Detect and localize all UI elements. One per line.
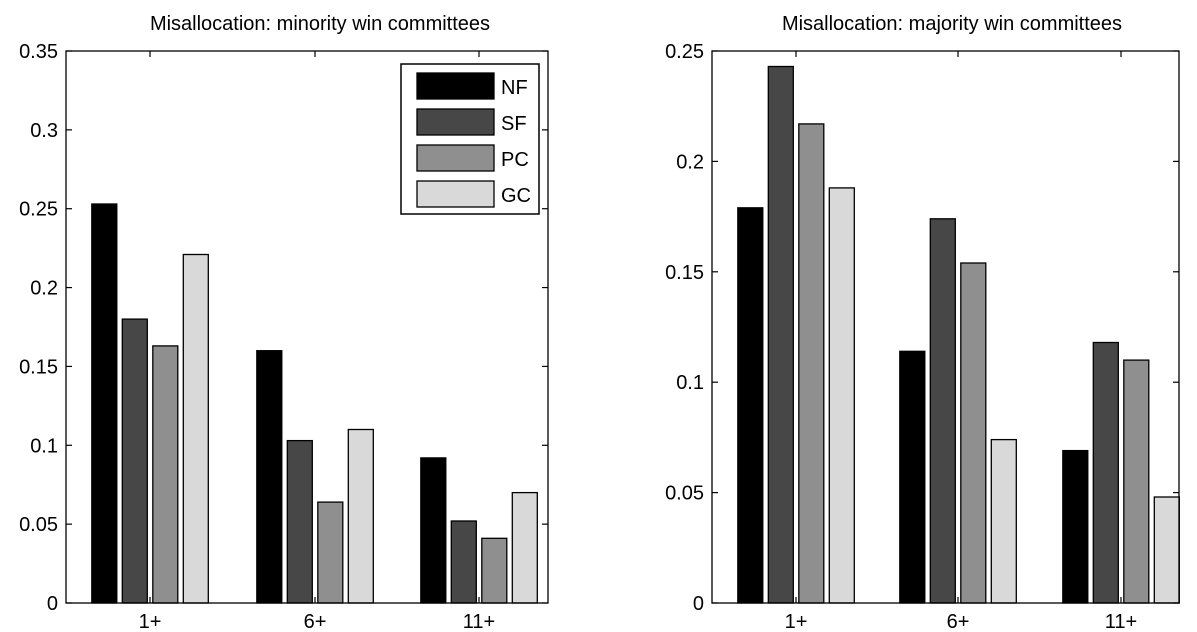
bar-nf-6plus (256, 350, 283, 604)
legend-swatch-gc (416, 180, 495, 208)
y-tick-label: 0.15 (665, 262, 704, 284)
y-tick-label: 0 (693, 593, 704, 615)
bar-gc-1plus (182, 253, 209, 604)
bar-sf-11plus (450, 520, 477, 604)
bar-nf-6plus (899, 350, 926, 604)
bar-pc-1plus (798, 123, 825, 604)
y-tick-label: 0.35 (19, 41, 58, 63)
chart-panel-2: Misallocation: majority win committees 0 0… (665, 13, 1180, 632)
legend-label-sf: SF (501, 113, 527, 135)
bar-pc-1plus (152, 345, 179, 604)
y-tick-label: 0.2 (676, 151, 704, 173)
bar-nf-1plus (91, 203, 118, 604)
y-tick-label: 0.2 (30, 278, 58, 300)
bar-gc-6plus (347, 428, 374, 604)
y-tick-label: 0.25 (19, 199, 58, 221)
y-tick-label: 0.25 (665, 41, 704, 63)
x-tick-label: 1+ (785, 611, 808, 632)
y-tick-label: 0.15 (19, 356, 58, 378)
axes-frame (711, 50, 1180, 604)
y-tick-label: 0.05 (665, 483, 704, 505)
legend-swatch-pc (416, 144, 495, 172)
bar-gc-6plus (990, 438, 1017, 604)
y-tick-label: 0.1 (30, 435, 58, 457)
bar-pc-6plus (317, 501, 344, 604)
bar-pc-11plus (481, 537, 508, 604)
bar-pc-11plus (1123, 359, 1150, 604)
bar-pc-6plus (960, 262, 987, 604)
bar-nf-11plus (1062, 449, 1089, 604)
x-tick-label: 11+ (463, 611, 495, 632)
x-tick-label: 11+ (1105, 611, 1137, 632)
chart-panel-1: Misallocation: minority win committees 0 0… (19, 13, 549, 632)
axes-frame (65, 50, 549, 604)
legend-swatch-nf (416, 72, 495, 100)
y-tick-label: 0 (47, 593, 58, 615)
bar-gc-1plus (828, 187, 855, 604)
y-tick-label: 0.05 (19, 514, 58, 536)
x-tick-label: 6+ (304, 611, 327, 632)
legend-label-nf: NF (501, 77, 528, 99)
bar-sf-6plus (286, 439, 313, 604)
legend-label-pc: PC (501, 149, 529, 171)
x-tick-label: 1+ (139, 611, 162, 632)
bar-sf-6plus (929, 218, 956, 604)
bar-gc-11plus (511, 491, 538, 604)
bar-nf-11plus (420, 457, 447, 604)
bar-nf-1plus (737, 207, 764, 604)
x-tick-label: 6+ (947, 611, 970, 632)
legend: NF SF PC GC (400, 63, 540, 215)
legend-swatch-sf (416, 108, 495, 136)
chart-title: Misallocation: majority win committees (782, 13, 1122, 35)
bar-gc-11plus (1153, 496, 1180, 604)
y-tick-label: 0.1 (676, 372, 704, 394)
bar-sf-1plus (767, 65, 794, 604)
bar-sf-11plus (1092, 341, 1119, 604)
chart-title: Misallocation: minority win committees (150, 13, 490, 35)
legend-label-gc: GC (501, 185, 531, 207)
bar-sf-1plus (121, 318, 148, 604)
y-tick-label: 0.3 (30, 120, 58, 142)
